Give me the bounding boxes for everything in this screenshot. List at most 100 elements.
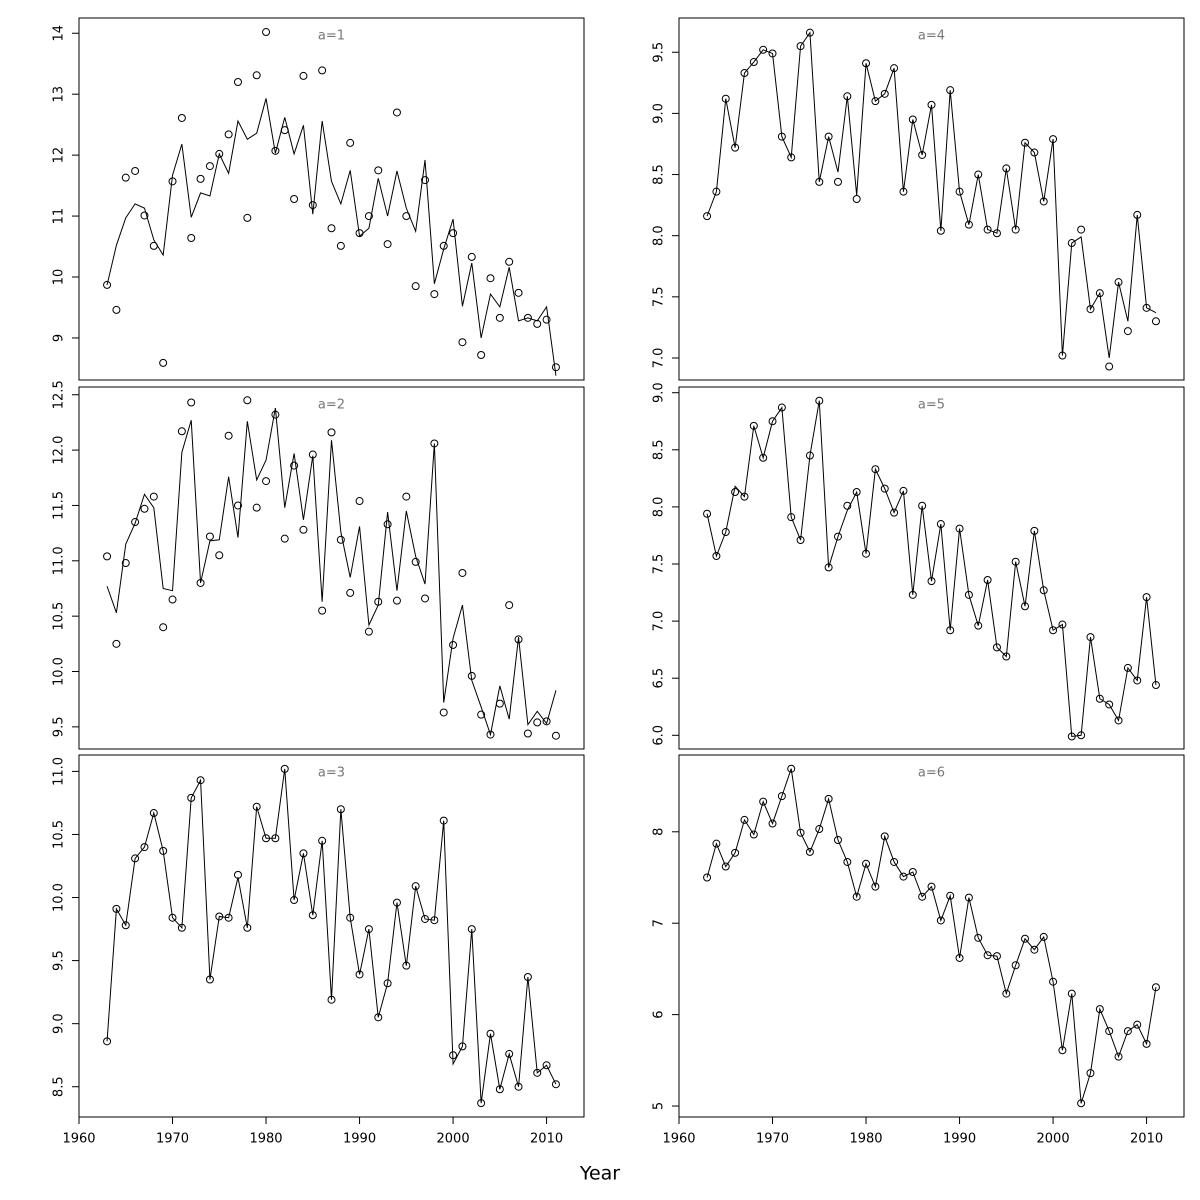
data-point	[364, 212, 373, 221]
data-point	[477, 351, 486, 360]
data-point	[308, 201, 317, 210]
data-point	[514, 288, 523, 297]
data-point	[833, 836, 842, 845]
data-point	[299, 525, 308, 534]
data-point	[1030, 148, 1039, 157]
data-point	[215, 551, 224, 560]
panel-title: a=2	[318, 398, 345, 413]
data-point	[131, 166, 140, 175]
data-point	[458, 338, 467, 347]
data-point	[1123, 1027, 1132, 1036]
data-point	[411, 282, 420, 291]
data-point	[224, 431, 233, 440]
data-point	[1114, 716, 1123, 725]
panel-title: a=3	[318, 766, 345, 781]
data-point	[149, 809, 158, 818]
data-point	[392, 108, 401, 117]
data-point	[233, 77, 242, 86]
panel-title: a=1	[318, 29, 345, 44]
data-point	[1151, 983, 1160, 992]
data-point	[918, 892, 927, 901]
y-tick-label: 9.5	[52, 717, 67, 738]
data-point	[880, 832, 889, 841]
data-point	[815, 825, 824, 834]
data-point	[318, 66, 327, 75]
y-tick-label: 11.0	[52, 546, 67, 575]
data-point	[140, 504, 149, 513]
data-point	[505, 257, 514, 266]
data-point	[1142, 1039, 1151, 1048]
x-axis-label: Year	[579, 1163, 620, 1185]
data-point	[533, 718, 542, 727]
data-point	[103, 280, 112, 289]
y-tick-label: 9.0	[652, 382, 667, 403]
data-point	[383, 240, 392, 249]
data-point	[880, 89, 889, 98]
data-point	[392, 596, 401, 605]
panel-title: a=4	[918, 29, 945, 44]
data-point	[927, 882, 936, 891]
data-point	[833, 532, 842, 541]
fitted-line	[706, 31, 1157, 359]
data-point	[121, 559, 130, 568]
data-point	[159, 623, 168, 632]
data-point	[374, 166, 383, 175]
data-point	[514, 635, 523, 644]
data-point	[880, 484, 889, 493]
panel-title: a=5	[918, 398, 945, 413]
x-tick-label: 1990	[943, 1132, 976, 1147]
x-tick-label: 1970	[156, 1132, 189, 1147]
y-tick-label: 6	[652, 1010, 667, 1018]
y-tick-label: 11.5	[52, 491, 67, 520]
data-point	[1095, 1005, 1104, 1014]
x-tick-label: 1990	[343, 1132, 376, 1147]
data-point	[983, 225, 992, 234]
panel-frame	[678, 17, 1185, 381]
y-tick-label: 14	[52, 25, 67, 42]
data-point	[759, 797, 768, 806]
y-tick-label: 12.5	[52, 380, 67, 409]
data-point	[1039, 932, 1048, 941]
data-point	[824, 794, 833, 803]
data-point	[252, 503, 261, 512]
y-tick-label: 9	[52, 334, 67, 342]
data-point	[703, 212, 712, 221]
data-point	[542, 1061, 551, 1070]
data-point	[205, 162, 214, 171]
data-point	[533, 319, 542, 328]
data-point	[974, 933, 983, 942]
data-point	[542, 717, 551, 726]
data-point	[768, 417, 777, 426]
data-point	[318, 606, 327, 615]
y-tick-label: 10.0	[52, 883, 67, 912]
y-tick-label: 10.5	[52, 820, 67, 849]
data-point	[946, 891, 955, 900]
data-point	[731, 848, 740, 857]
data-point	[149, 492, 158, 501]
data-point	[421, 594, 430, 603]
data-point	[1039, 197, 1048, 206]
data-point	[703, 509, 712, 518]
data-point	[749, 58, 758, 67]
y-tick-label: 6.5	[652, 668, 667, 689]
data-point	[336, 241, 345, 250]
data-point	[1123, 327, 1132, 336]
y-tick-label: 9.5	[652, 42, 667, 63]
data-point	[1086, 1069, 1095, 1078]
y-tick-label: 9.0	[652, 103, 667, 124]
y-tick-label: 7.0	[652, 348, 667, 369]
data-point	[712, 552, 721, 561]
y-tick-label: 10.0	[52, 657, 67, 686]
data-point	[187, 234, 196, 243]
data-point	[505, 1049, 514, 1058]
data-point	[852, 892, 861, 901]
data-point	[749, 830, 758, 839]
data-point	[1105, 1027, 1114, 1036]
data-point	[833, 177, 842, 186]
panel-frame	[78, 754, 585, 1118]
panel-title: a=6	[918, 766, 945, 781]
data-point	[1114, 1052, 1123, 1061]
data-point	[955, 953, 964, 962]
data-point	[721, 528, 730, 537]
y-tick-label: 8.5	[652, 439, 667, 460]
